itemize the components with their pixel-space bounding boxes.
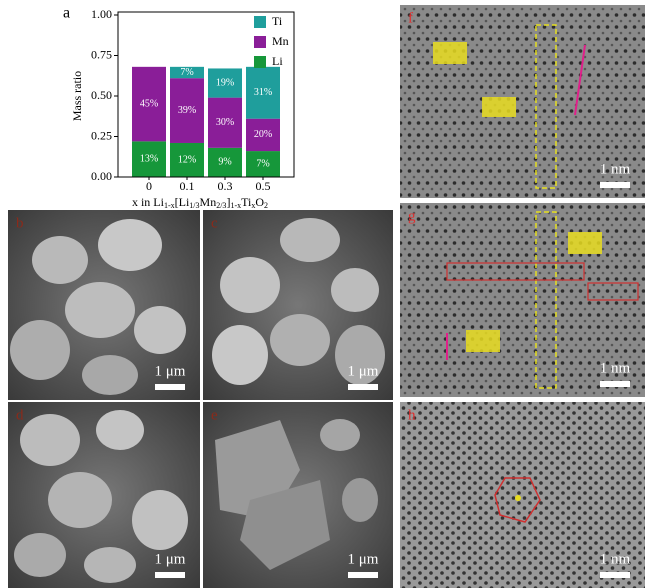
x-axis-label-part: 1-x xyxy=(230,201,241,210)
panel-label: c xyxy=(211,215,218,231)
y-axis-label: Mass ratio xyxy=(70,71,84,121)
scale-bar-label: 1 μm xyxy=(348,551,379,567)
panel-label: d xyxy=(16,407,24,423)
x-tick-label: 0 xyxy=(146,179,152,193)
x-tick-label: 0.5 xyxy=(256,179,271,193)
panel-label: b xyxy=(16,215,24,231)
segment-label: 20% xyxy=(254,129,272,140)
panel-label: a xyxy=(63,5,70,22)
x-tick-label: 0.1 xyxy=(180,179,195,193)
segment-label: 19% xyxy=(216,77,234,88)
scale-bar xyxy=(600,381,630,387)
y-tick-label: 0.75 xyxy=(91,47,112,61)
scale-bar-label: 1 nm xyxy=(600,161,631,177)
legend-label: Mn xyxy=(272,34,289,48)
scale-bar-label: 1 μm xyxy=(155,551,186,567)
y-tick-label: 0.00 xyxy=(91,169,112,183)
panel-label: h xyxy=(408,407,416,423)
scale-bar xyxy=(155,572,185,578)
segment-label: 30% xyxy=(216,117,234,128)
y-tick-label: 0.50 xyxy=(91,88,112,102)
x-axis-label-part: 1/3 xyxy=(189,201,199,210)
figure: a Mass ratio 0.00 0.25 0.50 0.75 1.00 0 13% 45% 0.… xyxy=(0,0,647,588)
x-axis-label-part: 2/3 xyxy=(216,201,226,210)
y-tick-label: 0.25 xyxy=(91,128,112,142)
scale-bar-label: 1 μm xyxy=(348,363,379,379)
x-tick-label: 0.3 xyxy=(218,179,233,193)
segment-label: 45% xyxy=(140,98,158,109)
scale-bar xyxy=(155,384,185,390)
x-axis-label-part: 2 xyxy=(264,201,268,210)
x-axis-label-part: 1-x xyxy=(164,201,175,210)
x-axis-label: x in Li1-x[Li1/3Mn2/3]1-xTixO2 xyxy=(132,195,268,210)
legend-swatch xyxy=(254,16,266,28)
segment-label: 12% xyxy=(178,154,196,165)
legend-label: Li xyxy=(272,54,283,68)
y-tick-label: 1.00 xyxy=(91,7,112,21)
segment-label: 13% xyxy=(140,153,158,164)
x-axis-label-part: O xyxy=(255,195,264,209)
segment-label: 31% xyxy=(254,87,272,98)
segment-label: 7% xyxy=(180,67,193,78)
legend-swatch xyxy=(254,56,266,68)
legend-swatch xyxy=(254,36,266,48)
scale-bar xyxy=(348,572,378,578)
panel-label: e xyxy=(211,407,218,423)
panel-label: f xyxy=(408,10,413,26)
scale-bar-label: 1 μm xyxy=(155,363,186,379)
x-axis-label-part: Mn xyxy=(200,195,217,209)
scale-bar xyxy=(600,572,630,578)
panel-label: g xyxy=(408,208,416,224)
segment-label: 9% xyxy=(218,157,231,168)
segment-label: 39% xyxy=(178,105,196,116)
scale-bar xyxy=(348,384,378,390)
x-axis-label-part: [Li xyxy=(175,195,190,209)
scale-bar-label: 1 nm xyxy=(600,360,631,376)
legend-label: Ti xyxy=(272,14,283,28)
x-axis-label-part: x in Li xyxy=(132,195,165,209)
scale-bar-label: 1 nm xyxy=(600,551,631,567)
segment-label: 7% xyxy=(256,158,269,169)
scale-bar xyxy=(600,182,630,188)
